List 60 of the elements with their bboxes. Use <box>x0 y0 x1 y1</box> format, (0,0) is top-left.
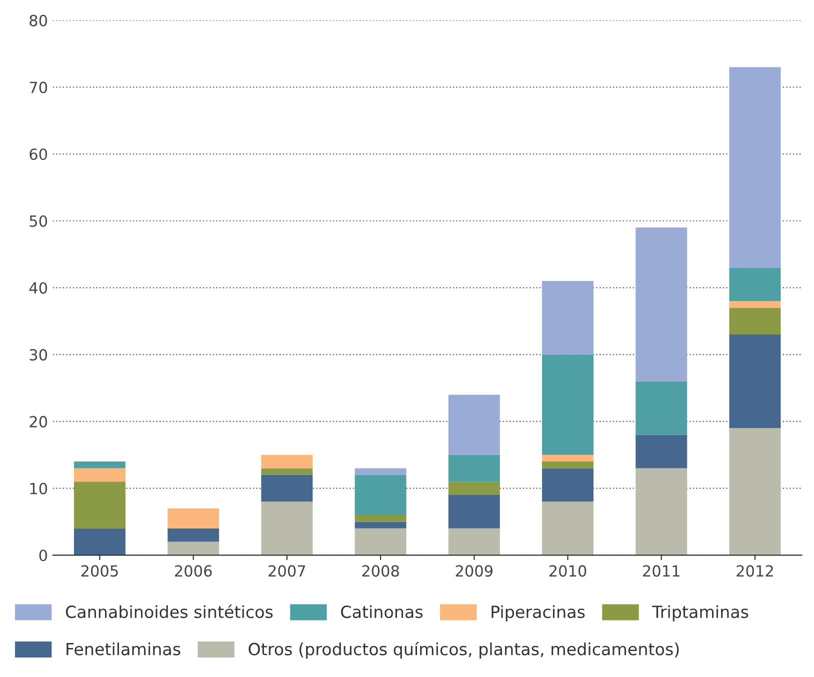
bar <box>636 381 688 435</box>
bar <box>448 528 500 556</box>
y-tick-label: 70 <box>30 82 48 94</box>
x-tick-label: 2005 <box>81 565 118 577</box>
x-tick-label: 2008 <box>362 565 399 577</box>
legend-label: Catinonas <box>341 605 423 618</box>
bar <box>354 522 406 528</box>
bar <box>261 474 313 502</box>
bar <box>74 462 126 468</box>
legend-label: Piperacinas <box>492 605 585 622</box>
x-tick-label: 2011 <box>643 565 680 577</box>
bar <box>448 482 500 495</box>
bar <box>448 454 500 482</box>
bar <box>74 468 126 482</box>
legend-label: Triptaminas <box>652 605 748 622</box>
bar <box>74 528 126 556</box>
y-tick-label: 20 <box>30 416 48 428</box>
bar <box>636 434 688 468</box>
bar <box>729 67 781 268</box>
legend-label: Otros (productos químicos, plantas, medicamentos) <box>248 642 679 659</box>
bar <box>542 281 594 355</box>
bar <box>729 334 781 428</box>
legend-label: Fenetilaminas <box>66 642 180 656</box>
bar <box>74 482 126 528</box>
y-tick-label: 50 <box>30 215 48 227</box>
bar <box>261 454 313 468</box>
y-tick-label: 60 <box>30 148 48 160</box>
bar <box>168 528 220 542</box>
legend-label: Cannabinoides sintéticos <box>66 604 273 618</box>
bar <box>636 468 688 556</box>
bar <box>168 542 220 556</box>
bar <box>729 301 781 308</box>
x-tick-label: 2007 <box>268 565 306 577</box>
x-tick-label: 2009 <box>456 565 493 577</box>
bar <box>542 354 594 455</box>
bar <box>354 528 406 556</box>
y-tick-label: 80 <box>30 14 48 26</box>
x-tick-label: 2010 <box>549 565 586 577</box>
y-tick-label: 10 <box>30 482 48 494</box>
x-tick-label: 2012 <box>736 565 773 577</box>
bar <box>542 502 594 556</box>
bar <box>729 428 781 556</box>
bar <box>354 474 406 516</box>
bar <box>168 508 220 528</box>
bar <box>261 502 313 556</box>
bar <box>354 515 406 522</box>
y-tick-label: 40 <box>29 282 48 294</box>
x-tick-label: 2006 <box>175 565 212 577</box>
bar <box>448 494 500 528</box>
y-tick-label: 30 <box>30 349 48 361</box>
bar <box>448 394 500 455</box>
bar <box>542 468 594 502</box>
bar <box>261 468 313 475</box>
y-tick-label: 0 <box>39 550 48 562</box>
bar <box>542 462 594 468</box>
bar <box>729 268 781 302</box>
bar <box>542 454 594 462</box>
bar <box>729 308 781 335</box>
bar <box>354 468 406 475</box>
bar <box>636 228 688 382</box>
